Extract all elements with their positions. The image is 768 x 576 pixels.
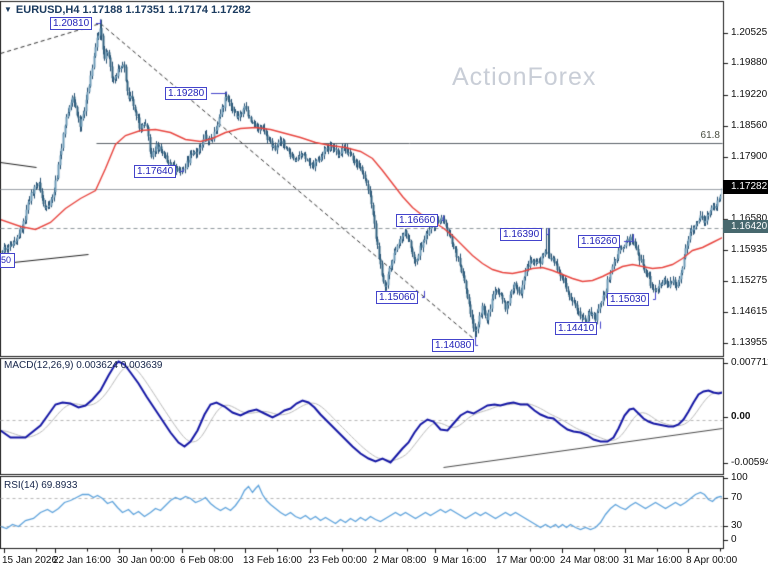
time-tick-label: 31 Mar 16:00 [623,555,682,566]
symbol-title-text: EURUSD,H4 1.17188 1.17351 1.17174 1.1728… [15,4,251,16]
current-price-box: 1.17282 [723,180,768,194]
time-tick-label: 24 Mar 08:00 [560,555,619,566]
fib-61.8-label: 61.8 [700,130,720,141]
clipped-price-label: 50 [0,253,15,268]
swing-price-label: 1.15030 [607,293,650,306]
axis-tick-label: 1.16580 [731,213,768,224]
swing-price-label: 1.16660 [396,214,439,227]
axis-tick-label: 30 [731,520,743,531]
swing-price-label: 1.15060 [376,291,419,304]
axis-tick-label: 1.14615 [731,306,768,317]
chevron-down-icon[interactable]: ▼ [4,5,12,14]
swing-price-label: 1.16390 [500,228,543,241]
axis-tick-label: 1.18560 [731,120,768,131]
time-tick-label: 17 Mar 00:00 [496,555,555,566]
axis-tick-label: 0 [731,534,737,545]
macd-indicator-label: MACD(12,26,9) 0.003624 0.003639 [4,360,163,371]
axis-tick-label: 1.20525 [731,27,768,38]
time-tick-label: 2 Mar 08:00 [373,555,427,566]
axis-tick-label: 1.15275 [731,275,768,286]
time-tick-label: 15 Jan 2026 [2,555,58,566]
time-tick-label: 23 Feb 00:00 [308,555,367,566]
axis-tick-label: 1.19880 [731,57,768,68]
time-tick-label: 9 Mar 16:00 [433,555,487,566]
time-tick-label: 8 Apr 00:00 [686,555,738,566]
swing-price-label: 1.20810 [50,17,93,30]
swing-price-label: 1.17640 [134,165,177,178]
axis-tick-label: 1.19220 [731,89,768,100]
axis-tick-label: -0.005944 [731,457,768,468]
axis-tick-label: 100 [731,472,748,483]
axis-tick-label: 0.00 [731,411,751,422]
swing-price-label: 1.14080 [432,339,475,352]
axis-tick-label: 70 [731,492,743,503]
axis-tick-label: 1.13955 [731,337,768,348]
time-tick-label: 13 Feb 16:00 [243,555,302,566]
axis-tick-label: 1.17900 [731,151,768,162]
axis-tick-label: 0.007712 [731,357,768,368]
time-tick-label: 6 Feb 08:00 [180,555,234,566]
swing-price-label: 1.16260 [578,235,621,248]
axis-tick-label: 1.15935 [731,244,768,255]
swing-price-label: 1.19280 [165,87,208,100]
time-tick-label: 30 Jan 00:00 [117,555,175,566]
actionforex-watermark: ActionForex [452,63,597,91]
level-price-box: 1.16420 [723,220,768,233]
rsi-indicator-label: RSI(14) 69.8933 [4,480,78,491]
time-tick-label: 22 Jan 16:00 [53,555,111,566]
symbol-title: ▼ EURUSD,H4 1.17188 1.17351 1.17174 1.172… [4,4,251,16]
swing-price-label: 1.14410 [555,322,598,335]
